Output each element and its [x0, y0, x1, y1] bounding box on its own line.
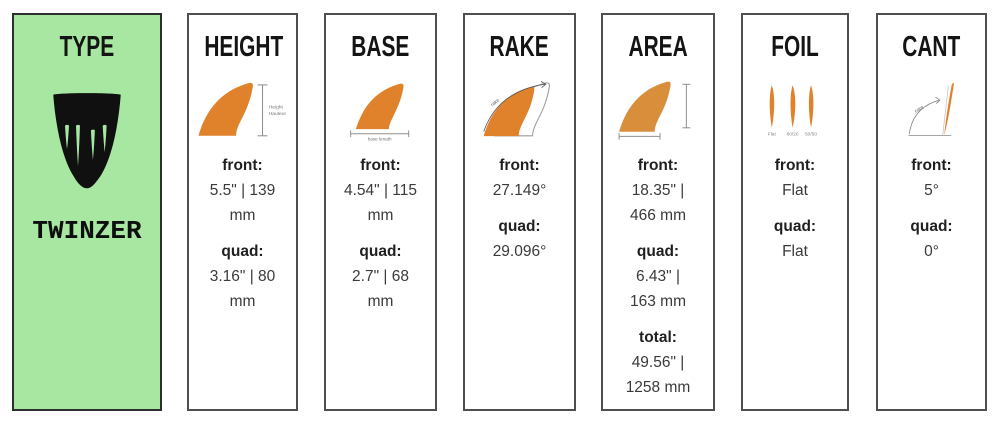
foil-front-value: Flat [782, 182, 808, 199]
rake-front-value: 27.149° [492, 182, 547, 199]
front-label: front: [499, 157, 540, 174]
cant-angle-icon: cant [878, 77, 985, 143]
front-label: front: [222, 157, 263, 174]
foil-quad-spec: quad: Flat [743, 215, 847, 264]
area-front-value: 18.35" | 466 mm [630, 182, 686, 224]
area-card-title: AREA [628, 31, 688, 63]
quad-label: quad: [498, 218, 541, 235]
svg-text:80/20: 80/20 [787, 132, 799, 138]
foil-card-title: FOIL [771, 31, 819, 63]
svg-text:cant: cant [913, 104, 925, 114]
area-total-value: 49.56" | 1258 mm [625, 354, 691, 396]
height-card-title: HEIGHT [204, 31, 284, 63]
twinzer-fin-silhouette-icon [14, 90, 160, 194]
svg-text:Flat: Flat [768, 132, 777, 138]
area-front-spec: front: 18.35" | 466 mm [603, 154, 713, 228]
base-measure-icon: base length [326, 77, 435, 143]
area-quad-value: 6.43" | 163 mm [630, 268, 686, 310]
foil-front-spec: front: Flat [743, 154, 847, 203]
area-quad-spec: quad: 6.43" | 163 mm [603, 240, 713, 314]
quad-label: quad: [359, 243, 402, 260]
svg-text:rake: rake [489, 97, 500, 108]
rake-front-spec: front: 27.149° [465, 154, 574, 203]
rake-quad-spec: quad: 29.096° [465, 215, 574, 264]
base-front-spec: front: 4.54" | 115 mm [326, 154, 435, 228]
cant-card: CANT cant front: 5° quad: 0° [876, 13, 987, 411]
total-label: total: [639, 329, 677, 346]
quad-label: quad: [910, 218, 953, 235]
quad-label: quad: [636, 243, 680, 260]
svg-text:50/50: 50/50 [805, 132, 817, 138]
cant-front-value: 5° [924, 182, 939, 199]
quad-label: quad: [221, 243, 264, 260]
height-card: HEIGHT Height Hauteur front: 5.5" | 139 … [187, 13, 298, 411]
base-card-title: BASE [351, 31, 410, 63]
base-front-value: 4.54" | 115 mm [343, 182, 418, 224]
rake-card: RAKE rake front: 27.149° quad: 29.096° [463, 13, 576, 411]
height-front-value: 5.5" | 139 mm [209, 182, 276, 224]
foil-quad-value: Flat [782, 243, 808, 260]
rake-card-title: RAKE [489, 31, 550, 63]
svg-text:Hauteur: Hauteur [268, 111, 286, 117]
cant-card-title: CANT [902, 31, 961, 63]
type-card-title: TYPE [59, 31, 115, 63]
foil-card: FOIL Flat 80/20 50/50 front: Flat quad: … [741, 13, 849, 411]
quad-label: quad: [773, 218, 817, 235]
fin-model-name: TWINZER [32, 216, 142, 246]
area-card: AREA front: 18.35" | 466 mm quad: 6.43" … [601, 13, 715, 411]
foil-profiles-icon: Flat 80/20 50/50 [743, 77, 847, 143]
svg-text:Height: Height [268, 105, 283, 111]
type-card: TYPE TWINZER [12, 13, 162, 411]
front-label: front: [911, 157, 952, 174]
base-quad-spec: quad: 2.7" | 68 mm [326, 240, 435, 314]
height-front-spec: front: 5.5" | 139 mm [189, 154, 296, 228]
rake-quad-value: 29.096° [492, 243, 547, 260]
area-total-spec: total: 49.56" | 1258 mm [603, 326, 713, 400]
front-label: front: [774, 157, 816, 174]
rake-measure-icon: rake [465, 77, 574, 143]
cant-front-spec: front: 5° [878, 154, 985, 203]
front-label: front: [360, 157, 401, 174]
base-quad-value: 2.7" | 68 mm [352, 268, 409, 310]
height-quad-spec: quad: 3.16" | 80 mm [189, 240, 296, 314]
cant-quad-value: 0° [924, 243, 939, 260]
height-quad-value: 3.16" | 80 mm [209, 268, 276, 310]
base-card: BASE base length front: 4.54" | 115 mm q… [324, 13, 437, 411]
svg-text:base length: base length [367, 136, 391, 141]
height-measure-icon: Height Hauteur [189, 77, 296, 143]
front-label: front: [637, 157, 679, 174]
area-measure-icon [603, 77, 713, 143]
cant-quad-spec: quad: 0° [878, 215, 985, 264]
